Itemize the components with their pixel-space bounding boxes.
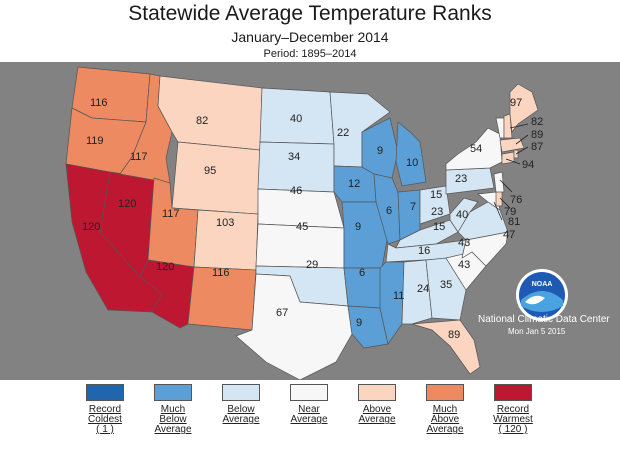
credit-date: Mon Jan 5 2015 xyxy=(508,327,566,336)
map-title: Statewide Average Temperature Ranks xyxy=(128,2,492,25)
legend-label: Below Average xyxy=(222,404,260,425)
legend: Record Coldest( 1 ) Much Below Average Belo… xyxy=(0,384,620,453)
map-background: 116 119 120 120 117 82 95 117 120 103 11… xyxy=(0,62,620,381)
label-ok: 29 xyxy=(306,259,318,271)
state-mi xyxy=(395,121,427,187)
label-ne: 46 xyxy=(290,185,302,197)
label-ma: 89 xyxy=(531,129,543,141)
state-ma xyxy=(499,137,525,153)
legend-swatch xyxy=(290,384,328,401)
map-subtitle: January–December 2014 xyxy=(231,29,389,45)
label-id: 117 xyxy=(130,151,148,163)
state-nh xyxy=(503,113,513,139)
label-pa: 23 xyxy=(455,173,467,185)
credit-name: National Climatic Data Center xyxy=(478,314,610,325)
state-tx xyxy=(235,273,353,381)
state-wy xyxy=(171,141,261,215)
label-nd: 40 xyxy=(290,113,302,125)
label-vt: 79 xyxy=(504,206,516,218)
state-ct xyxy=(501,151,515,165)
legend-swatch xyxy=(222,384,260,401)
label-oh: 15 xyxy=(430,189,442,201)
label-al: 24 xyxy=(417,283,429,295)
legend-label: Record Coldest( 1 ) xyxy=(88,404,122,435)
legend-near: Near Average xyxy=(269,384,349,425)
legend-label: Record Warmest( 120 ) xyxy=(493,404,533,435)
legend-swatch xyxy=(358,384,396,401)
label-ia: 12 xyxy=(348,178,360,190)
legend-swatch xyxy=(86,384,124,401)
legend-label: Much Below Average xyxy=(154,404,192,435)
legend-above: Above Average xyxy=(337,384,417,425)
state-me xyxy=(509,83,539,133)
label-wy: 95 xyxy=(204,165,216,177)
label-in: 7 xyxy=(410,201,416,213)
legend-swatch xyxy=(494,384,532,401)
legend-record-coldest: Record Coldest( 1 ) xyxy=(65,384,145,435)
legend-swatch xyxy=(154,384,192,401)
label-ky: 15 xyxy=(433,221,445,233)
us-map: 116 119 120 120 117 82 95 117 120 103 11… xyxy=(65,66,543,381)
label-ny: 54 xyxy=(470,143,482,155)
label-nh: 82 xyxy=(531,116,543,128)
state-al xyxy=(401,259,433,325)
legend-label: Above Average xyxy=(358,404,396,425)
label-sc: 43 xyxy=(458,259,470,271)
legend-label: Much Above Average xyxy=(426,404,464,435)
label-mn: 22 xyxy=(337,127,349,139)
label-nj: 76 xyxy=(510,194,522,206)
state-fl xyxy=(411,319,481,375)
leader-lines xyxy=(493,123,529,221)
legend-record-warmest: Record Warmest( 120 ) xyxy=(473,384,553,435)
label-de: 81 xyxy=(508,216,520,228)
label-me: 97 xyxy=(510,97,522,109)
label-fl: 89 xyxy=(448,329,460,341)
label-la: 9 xyxy=(356,317,362,329)
label-nv: 120 xyxy=(118,198,136,210)
legend-label: Near Average xyxy=(290,404,328,425)
label-ms: 11 xyxy=(393,290,404,302)
state-la xyxy=(347,305,389,349)
label-ca: 120 xyxy=(82,221,100,233)
label-nc: 43 xyxy=(458,237,470,249)
state-wv xyxy=(449,197,479,233)
label-ga: 35 xyxy=(440,279,452,291)
label-az: 120 xyxy=(156,261,174,273)
label-wa: 116 xyxy=(90,97,108,109)
state-ga xyxy=(425,257,467,321)
label-mi: 10 xyxy=(406,157,418,169)
label-ar: 6 xyxy=(359,267,365,279)
state-md xyxy=(477,191,501,211)
label-ct: 94 xyxy=(522,159,534,171)
rank-labels: 116 119 120 120 117 82 95 117 120 103 11… xyxy=(82,97,543,341)
label-ut: 117 xyxy=(162,208,180,220)
label-mo: 9 xyxy=(355,221,361,233)
label-wi: 9 xyxy=(377,145,383,157)
label-wv: 23 xyxy=(431,206,443,218)
noaa-logo-text: NOAA xyxy=(532,281,553,288)
label-or: 119 xyxy=(86,135,104,147)
label-ri: 87 xyxy=(531,141,543,153)
label-il: 6 xyxy=(386,205,392,217)
legend-below: Below Average xyxy=(201,384,281,425)
state-pa xyxy=(445,167,495,195)
label-co: 103 xyxy=(216,217,234,229)
label-sd: 34 xyxy=(288,151,300,163)
period-label: Period: 1895–2014 xyxy=(263,48,357,60)
label-md: 47 xyxy=(503,229,515,241)
legend-much-above: Much Above Average xyxy=(405,384,485,435)
state-nj xyxy=(493,171,505,193)
legend-swatch xyxy=(426,384,464,401)
label-nm: 116 xyxy=(212,267,230,279)
state-mt xyxy=(157,75,263,151)
noaa-logo-icon: NOAA xyxy=(516,269,568,321)
label-ks: 45 xyxy=(296,221,308,233)
legend-much-below: Much Below Average xyxy=(133,384,213,435)
label-tx: 67 xyxy=(276,307,288,319)
label-mt: 82 xyxy=(196,115,208,127)
label-tn: 16 xyxy=(418,245,430,257)
label-va: 40 xyxy=(456,209,468,221)
